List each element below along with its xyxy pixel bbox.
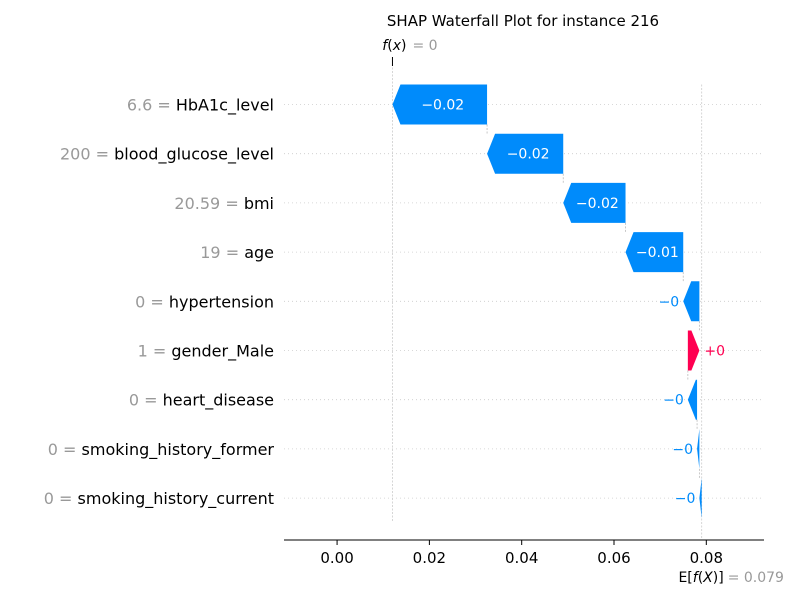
x-tick-label: 0.08 (690, 549, 723, 567)
negative-bar (697, 428, 700, 469)
feature-label: 0 = hypertension (135, 292, 274, 311)
bar-value-label: −0 (675, 491, 696, 507)
feature-label: 20.59 = bmi (174, 194, 274, 213)
positive-bar (687, 330, 700, 371)
x-tick-label: 0.06 (597, 549, 630, 567)
reference-lines (391, 57, 703, 540)
fx-label: f(x) (382, 38, 406, 54)
feature-label: 0 = smoking_history_current (44, 489, 274, 509)
chart-title: SHAP Waterfall Plot for instance 216 (387, 12, 659, 30)
negative-bar (687, 379, 698, 420)
negative-bar (392, 84, 488, 125)
negative-bar (487, 133, 564, 174)
x-axis: 0.00 0.02 0.04 0.06 0.08 (284, 539, 764, 567)
feature-label: 0 = smoking_history_former (48, 440, 275, 460)
feature-label: 0 = heart_disease (129, 391, 274, 411)
bar-value-label: −0.02 (507, 147, 550, 163)
x-tick-label: 0.00 (320, 549, 353, 567)
feature-label: 6.6 = HbA1c_level (127, 96, 274, 116)
fx-value: = 0 (412, 38, 437, 54)
bar-value-label: −0 (663, 393, 684, 409)
efx-annotation: E[f(X)] = 0.079 (678, 570, 784, 586)
efx-label: E[f(X)] (678, 570, 723, 586)
feature-labels: 6.6 = HbA1c_level −0.02 200 = blood_glucos… (44, 96, 725, 510)
x-tick-label: 0.04 (505, 549, 538, 567)
feature-label: 19 = age (200, 243, 274, 262)
feature-label: 1 = gender_Male (138, 342, 274, 362)
negative-bar (683, 281, 700, 322)
bars (392, 84, 702, 519)
row-gridlines (284, 104, 764, 499)
bar-value-label: −0.01 (636, 245, 679, 261)
bar-value-label: −0 (672, 442, 693, 458)
x-tick-label: 0.02 (413, 549, 446, 567)
bar-value-label: −0.02 (421, 98, 464, 114)
negative-bar (699, 478, 702, 519)
negative-bar (563, 182, 626, 223)
bar-value-label: −0 (659, 294, 680, 310)
feature-label: 200 = blood_glucose_level (60, 145, 274, 165)
efx-value: = 0.079 (728, 570, 784, 586)
negative-bar (625, 232, 684, 273)
bar-value-label: +0 (704, 344, 725, 360)
bar-value-label: −0.02 (576, 196, 619, 212)
fx-annotation: f(x) = 0 (382, 38, 437, 54)
